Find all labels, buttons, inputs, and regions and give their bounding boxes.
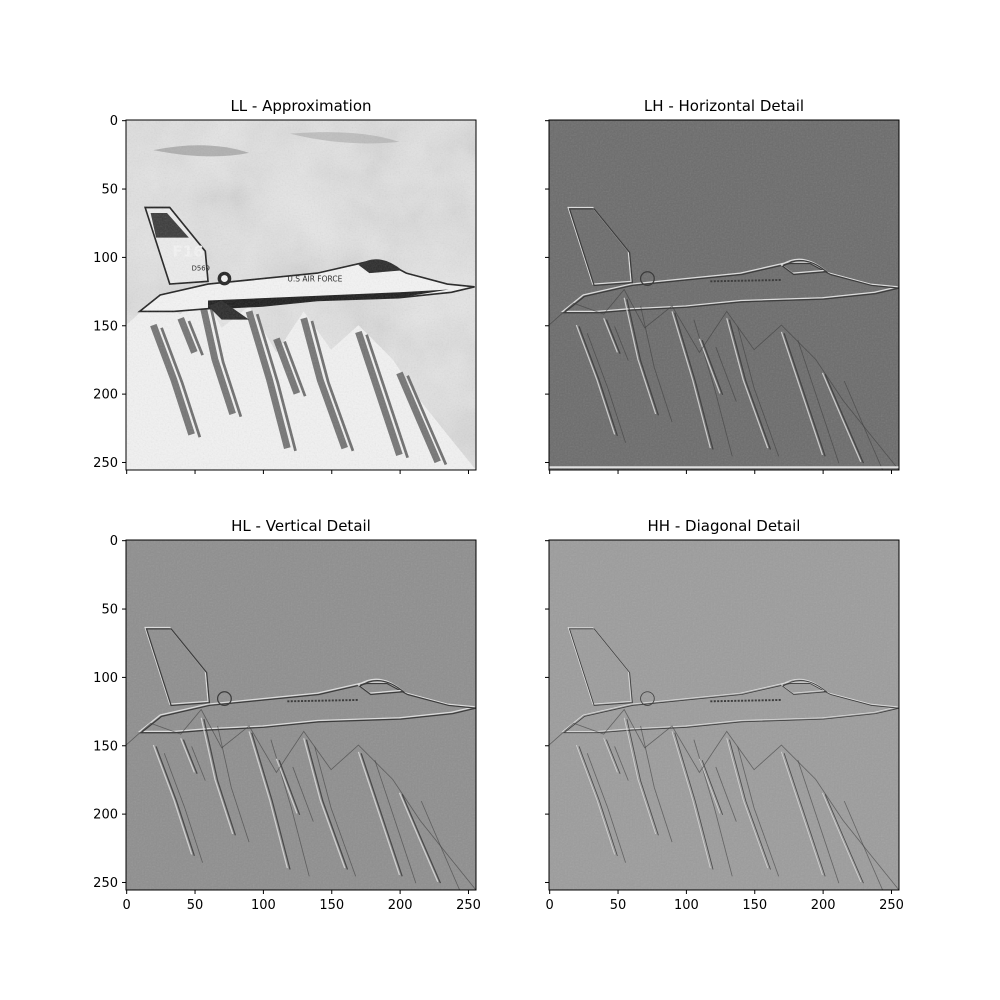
y-tick-label: 50 <box>101 183 118 198</box>
x-tick-label: 150 <box>319 898 344 913</box>
panel-lh-title: LH - Horizontal Detail <box>644 97 804 115</box>
panel-hh-title: HH - Diagonal Detail <box>648 517 801 535</box>
y-tick-label: 150 <box>93 739 118 754</box>
x-tick-label: 50 <box>610 898 627 913</box>
panel-hh-frame <box>548 539 900 891</box>
y-tick-label: 0 <box>110 534 118 549</box>
panel-hl-frame <box>125 539 477 891</box>
x-tick-label: 100 <box>674 898 699 913</box>
panel-hl: HL - Vertical Detail 0 50 100 150 200 250 0 50 10… <box>93 517 481 913</box>
x-tick-label: 100 <box>251 898 276 913</box>
panel-ll-image: F16D569U.S AIR FORCE <box>126 120 476 470</box>
panel-hl-title: HL - Vertical Detail <box>231 517 371 535</box>
x-tick-label: 0 <box>546 898 554 913</box>
panel-lh-frame <box>548 119 900 471</box>
panel-ll-frame <box>125 119 477 471</box>
panel-lh: LH - Horizontal Detail <box>545 97 900 474</box>
x-tick-label: 250 <box>879 898 904 913</box>
x-tick-label: 0 <box>123 898 131 913</box>
x-tick-label: 50 <box>187 898 204 913</box>
y-tick-label: 200 <box>93 808 118 823</box>
y-tick-label: 150 <box>93 319 118 334</box>
y-tick-label: 200 <box>93 388 118 403</box>
panel-hh: HH - Diagonal Detail 0 50 100 150 200 250 <box>545 517 904 913</box>
y-tick-label: 0 <box>110 114 118 129</box>
x-tick-label: 200 <box>811 898 836 913</box>
panel-lh-image <box>549 120 899 470</box>
panel-hh-image <box>549 540 899 890</box>
y-tick-label: 250 <box>93 456 118 471</box>
x-tick-label: 150 <box>742 898 767 913</box>
panel-ll: F16D569U.S AIR FORCE LL - Approximation 0 5… <box>93 97 477 474</box>
y-tick-label: 250 <box>93 876 118 891</box>
x-tick-label: 250 <box>456 898 481 913</box>
y-tick-label: 100 <box>93 671 118 686</box>
y-tick-label: 50 <box>101 603 118 618</box>
x-tick-label: 200 <box>388 898 413 913</box>
y-tick-label: 100 <box>93 251 118 266</box>
panel-ll-title: LL - Approximation <box>230 97 371 115</box>
panel-hl-image <box>126 540 476 890</box>
